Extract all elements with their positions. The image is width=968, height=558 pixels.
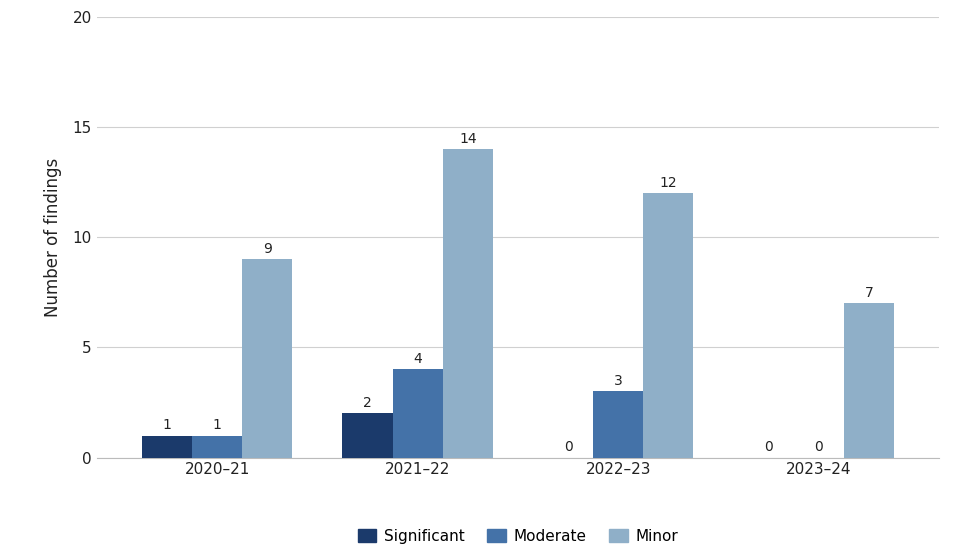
Bar (142, 436, 192, 458)
Text: 0: 0 (764, 440, 772, 454)
Bar (442, 149, 493, 458)
Text: 7: 7 (864, 286, 873, 300)
Text: 0: 0 (563, 440, 572, 454)
Legend: Significant, Moderate, Minor: Significant, Moderate, Minor (351, 522, 684, 550)
Bar (643, 193, 693, 458)
Y-axis label: Number of findings: Number of findings (44, 157, 62, 317)
Text: 9: 9 (262, 242, 272, 256)
Bar (192, 436, 242, 458)
Bar (393, 369, 442, 458)
Bar (343, 413, 393, 458)
Text: 14: 14 (459, 132, 476, 146)
Text: 12: 12 (659, 176, 677, 190)
Text: 2: 2 (363, 396, 372, 410)
Text: 1: 1 (213, 418, 222, 432)
Text: 3: 3 (614, 374, 622, 388)
Bar (593, 392, 643, 458)
Bar (844, 304, 893, 458)
Text: 1: 1 (163, 418, 171, 432)
Text: 0: 0 (814, 440, 823, 454)
Bar (242, 259, 292, 458)
Text: 4: 4 (413, 352, 422, 366)
